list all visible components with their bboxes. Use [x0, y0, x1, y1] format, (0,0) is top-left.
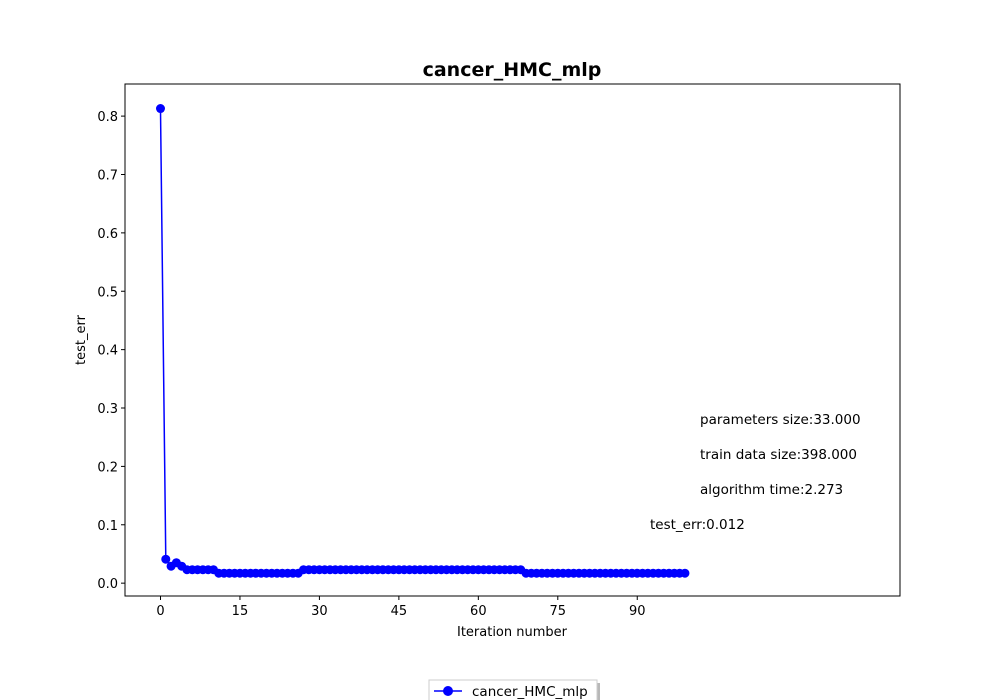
y-tick-label: 0.8: [97, 110, 118, 125]
y-tick-label: 0.1: [97, 519, 118, 534]
legend-entry-label: cancer_HMC_mlp: [472, 684, 588, 700]
x-tick-label: 30: [311, 604, 328, 619]
annotation-test-err: test_err:0.012: [650, 517, 745, 533]
y-tick-label: 0.4: [97, 344, 118, 359]
x-tick-label: 45: [391, 604, 408, 619]
data-point: [161, 554, 171, 564]
y-tick-label: 0.6: [97, 227, 118, 242]
annotations: parameters size:33.000 train data size:3…: [650, 412, 861, 533]
annotation-train-data-size: train data size:398.000: [700, 447, 857, 463]
y-tick-label: 0.2: [97, 460, 118, 475]
y-axis-ticks: 0.0 0.1 0.2 0.3 0.4 0.5 0.6 0.7 0.8: [97, 110, 125, 592]
legend-marker-swatch: [443, 686, 453, 696]
plot-area: [155, 104, 690, 578]
x-axis-ticks: 0 15 30 45 60 75 90: [156, 596, 646, 619]
y-axis-label: test_err: [74, 314, 89, 365]
x-tick-label: 0: [156, 604, 164, 619]
x-tick-label: 75: [550, 604, 567, 619]
legend-box: [428, 679, 598, 700]
x-tick-label: 60: [470, 604, 487, 619]
x-axis-label: Iteration number: [457, 625, 568, 640]
annotation-algorithm-time: algorithm time:2.273: [700, 482, 843, 498]
y-tick-label: 0.7: [97, 168, 118, 183]
x-tick-label: 90: [629, 604, 646, 619]
y-tick-label: 0.0: [97, 577, 118, 592]
axes-frame: [124, 83, 901, 597]
x-tick-label: 15: [232, 604, 249, 619]
chart-title: cancer_HMC_mlp: [423, 59, 602, 81]
y-tick-label: 0.5: [97, 285, 118, 300]
y-tick-label: 0.3: [97, 402, 118, 417]
annotation-parameters-size: parameters size:33.000: [700, 412, 861, 428]
data-point: [155, 104, 165, 114]
legend: cancer_HMC_mlp: [428, 679, 600, 700]
data-point: [680, 568, 690, 578]
